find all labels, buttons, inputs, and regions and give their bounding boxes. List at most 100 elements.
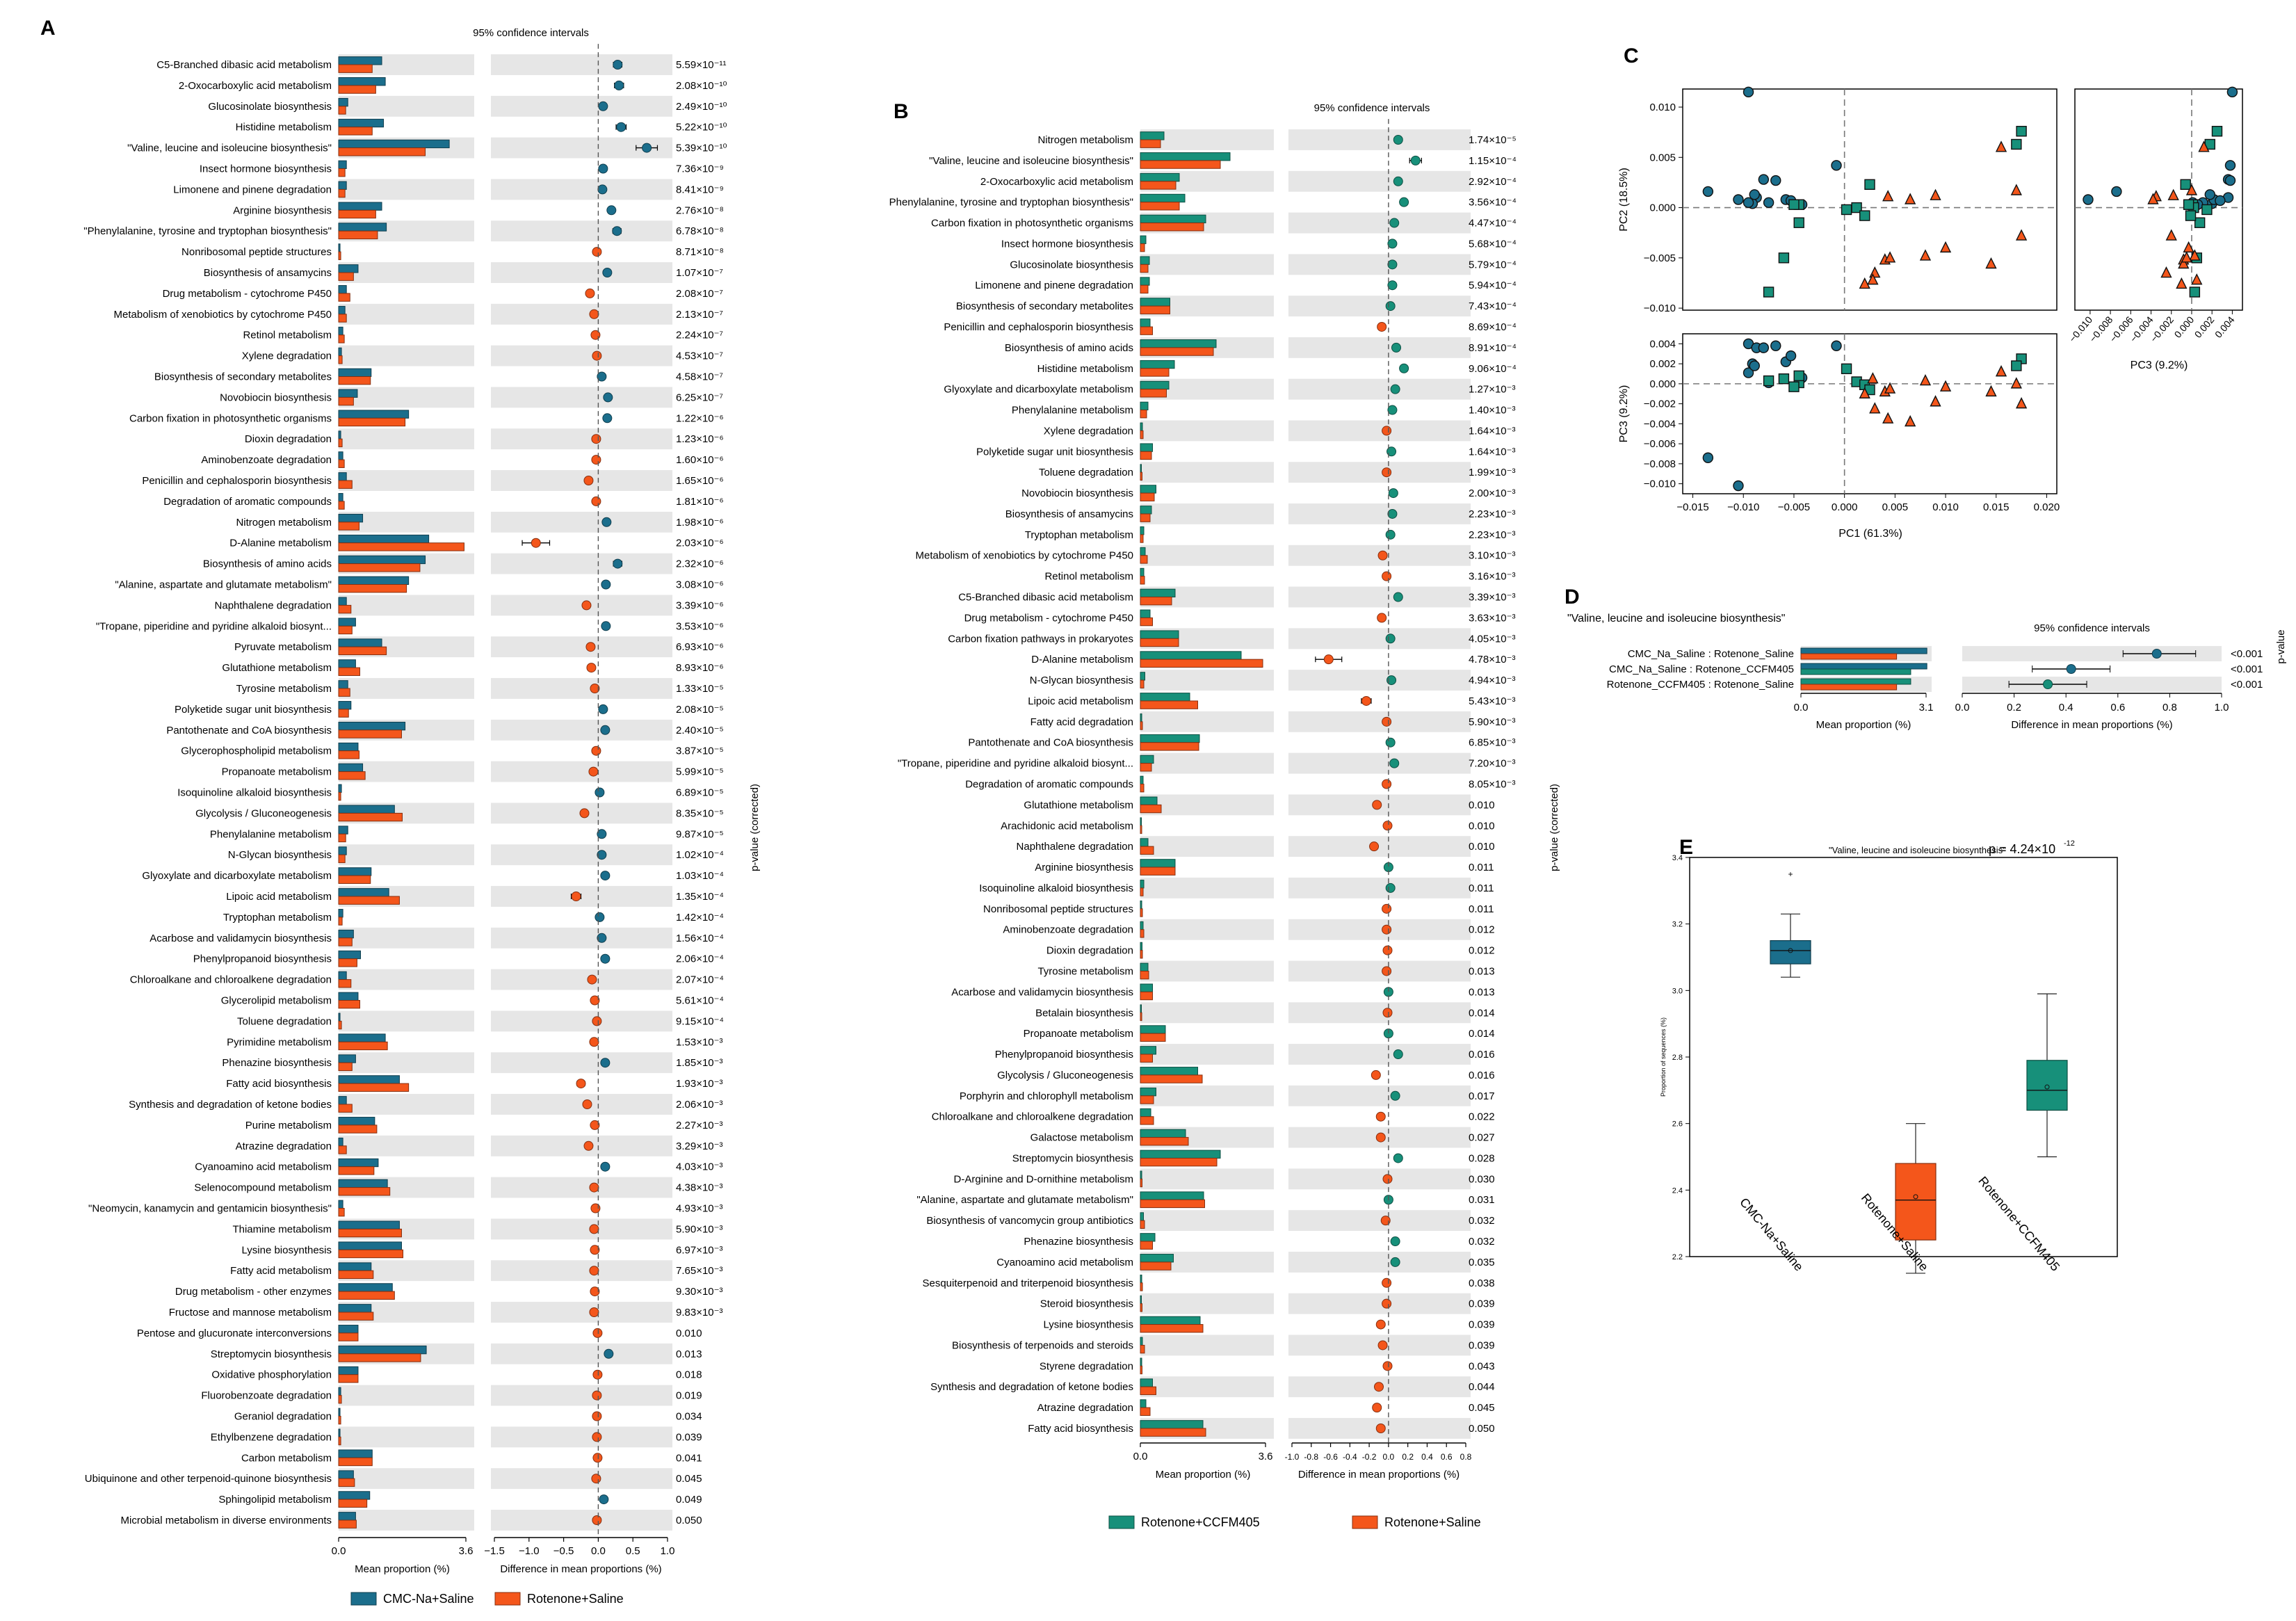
bar-rotenone-saline xyxy=(338,854,346,864)
p-value: 1.99×10⁻³ xyxy=(1469,467,1516,478)
row-band-diff xyxy=(1288,296,1471,317)
category-label: Streptomycin biosynthesis xyxy=(211,1348,332,1360)
bar-rotenone-ccfm405 xyxy=(1140,880,1145,889)
row-band-diff xyxy=(1288,1210,1471,1232)
diff-point xyxy=(592,1515,602,1525)
bar-rotenone-ccfm405 xyxy=(1140,1399,1147,1408)
pca-point-triangle xyxy=(2191,273,2203,285)
category-label: Biosynthesis of ansamycins xyxy=(204,267,332,279)
bar-rotenone-saline xyxy=(338,688,350,697)
category-label: Lipoic acid metabolism xyxy=(1028,695,1133,707)
bar-rotenone-saline xyxy=(338,106,346,115)
pc1-axis-title: PC1 (61.3%) xyxy=(1838,528,1902,540)
p-value: 8.71×10⁻⁸ xyxy=(676,246,724,258)
bar-rotenone-ccfm405 xyxy=(1140,464,1142,473)
bar-rotenone-saline xyxy=(338,792,341,801)
diff-point xyxy=(582,1099,592,1109)
pc3x-tick-label: 0.000 xyxy=(2172,314,2196,339)
p-value: 1.22×10⁻⁶ xyxy=(676,412,724,424)
diff-point xyxy=(579,808,590,818)
diff-point xyxy=(602,268,613,277)
p-value: 1.93×10⁻³ xyxy=(676,1078,723,1090)
row-band-bar xyxy=(1140,420,1274,442)
diff-point xyxy=(590,1245,600,1255)
pca-point-triangle xyxy=(1884,251,1896,263)
category-label: Arginine biosynthesis xyxy=(1035,862,1133,873)
diff-tick-label: 0.8 xyxy=(2162,702,2177,713)
category-label: Fatty acid degradation xyxy=(1030,716,1133,728)
diff-point xyxy=(597,371,607,382)
bar-cmc-na-saline xyxy=(338,846,347,855)
row-band-diff xyxy=(491,511,672,533)
category-label: Naphthalene degradation xyxy=(1017,841,1133,853)
diff-point xyxy=(1399,197,1409,207)
pca-point-square xyxy=(1793,370,1804,382)
bar-cmc-na-saline xyxy=(338,1366,359,1376)
bar-rotenone-saline xyxy=(338,85,376,94)
diff-point xyxy=(1382,1361,1393,1371)
pc3-axis-title: PC3 (9.2%) xyxy=(1618,385,1630,443)
p-value: 2.13×10⁻⁷ xyxy=(676,309,723,321)
bar-tick-label: 0.0 xyxy=(1794,702,1809,713)
row-band-bar xyxy=(1140,545,1274,566)
bar-axis-title: Mean proportion (%) xyxy=(1156,1469,1251,1481)
category-label: Glucosinolate biosynthesis xyxy=(1010,259,1133,271)
diff-point xyxy=(598,704,608,714)
p-value-label: p = 4.24×10 xyxy=(1989,842,2055,856)
category-label: Phenylpropanoid biosynthesis xyxy=(995,1049,1133,1060)
diff-point xyxy=(604,1348,614,1359)
category-label: Carbon fixation in photosynthetic organi… xyxy=(129,412,332,424)
pc2-tick-label: 0.000 xyxy=(1649,202,1676,214)
p-value: 9.06×10⁻⁴ xyxy=(1469,363,1517,375)
bar-rotenone-saline xyxy=(338,1291,395,1300)
row-band-diff xyxy=(491,1218,672,1240)
bar-axis-title: Mean proportion (%) xyxy=(1816,719,1911,731)
diff-point xyxy=(600,871,611,881)
p-value: 5.43×10⁻³ xyxy=(1469,695,1516,707)
p-value: 1.64×10⁻³ xyxy=(1469,446,1516,458)
y-tick-label: 3.0 xyxy=(1672,987,1683,995)
diff-point xyxy=(581,600,592,611)
diff-axis-title: Difference in mean proportions (%) xyxy=(1298,1469,1460,1481)
pca-point-triangle xyxy=(1939,380,1952,392)
pca-point-square xyxy=(1763,375,1774,387)
pca-point-triangle xyxy=(1919,249,1932,261)
bar-rotenone-saline xyxy=(1140,866,1176,876)
p-value: 0.014 xyxy=(1469,1028,1495,1040)
pca-point-triangle xyxy=(2167,188,2179,200)
diff-point xyxy=(600,953,611,964)
p-value: 0.038 xyxy=(1469,1277,1495,1289)
p-value: 4.58×10⁻⁷ xyxy=(676,371,723,383)
bar-rotenone-saline xyxy=(338,376,371,385)
diff-point xyxy=(571,892,581,901)
category-label: Insect hormone biosynthesis xyxy=(200,163,332,175)
bar-rotenone-saline xyxy=(338,147,426,156)
row-band-diff xyxy=(491,1094,672,1115)
p-value: 1.15×10⁻⁴ xyxy=(1469,155,1517,167)
pc1-tick-label: −0.015 xyxy=(1676,501,1708,513)
category-label: Biosynthesis of terpenoids and steroids xyxy=(952,1339,1133,1351)
bar-rotenone-saline xyxy=(338,875,371,884)
category-label: "Valine, leucine and isoleucine biosynth… xyxy=(127,143,332,154)
bar-first-group xyxy=(1800,678,1911,685)
diff-point xyxy=(591,434,601,444)
p-value: 3.08×10⁻⁶ xyxy=(676,579,724,591)
bar-rotenone-saline xyxy=(1140,1137,1189,1146)
row-band-bar xyxy=(339,95,474,117)
category-label: D-Alanine metabolism xyxy=(1031,654,1133,666)
row-band-diff xyxy=(491,303,672,325)
bar-rotenone-ccfm405 xyxy=(1140,1233,1156,1242)
diff-point xyxy=(1374,1382,1384,1392)
bar-cmc-na-saline xyxy=(338,97,348,107)
bar-cmc-na-saline xyxy=(338,1283,393,1292)
diff-point xyxy=(1375,1319,1386,1330)
diff-point xyxy=(531,538,541,548)
category-label: 2-Oxocarboxylic acid metabolism xyxy=(980,176,1133,188)
pca-point-circle xyxy=(1733,194,1744,205)
bar-rotenone-ccfm405 xyxy=(1140,422,1143,431)
bar-cmc-na-saline xyxy=(338,493,343,502)
row-band-diff xyxy=(491,1343,672,1364)
p-value: 1.02×10⁻⁴ xyxy=(676,849,724,861)
bar-rotenone-saline xyxy=(338,1332,359,1341)
category-label: Arachidonic acid metabolism xyxy=(1001,820,1133,832)
